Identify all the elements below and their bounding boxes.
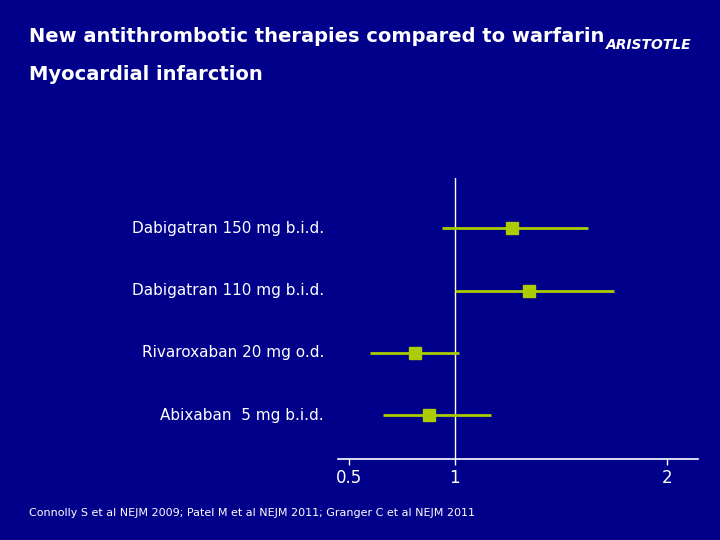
Text: New antithrombotic therapies compared to warfarin: New antithrombotic therapies compared to… — [29, 27, 604, 46]
Text: Rivaroxaban 20 mg o.d.: Rivaroxaban 20 mg o.d. — [142, 346, 324, 360]
Text: Abixaban  5 mg b.i.d.: Abixaban 5 mg b.i.d. — [161, 408, 324, 423]
Text: Dabigatran 110 mg b.i.d.: Dabigatran 110 mg b.i.d. — [132, 283, 324, 298]
Text: Connolly S et al NEJM 2009; Patel M et al NEJM 2011; Granger C et al NEJM 2011: Connolly S et al NEJM 2009; Patel M et a… — [29, 508, 474, 518]
Text: Dabigatran 150 mg b.i.d.: Dabigatran 150 mg b.i.d. — [132, 221, 324, 235]
Text: ARISTOTLE: ARISTOTLE — [606, 38, 691, 52]
Text: Myocardial infarction: Myocardial infarction — [29, 65, 263, 84]
